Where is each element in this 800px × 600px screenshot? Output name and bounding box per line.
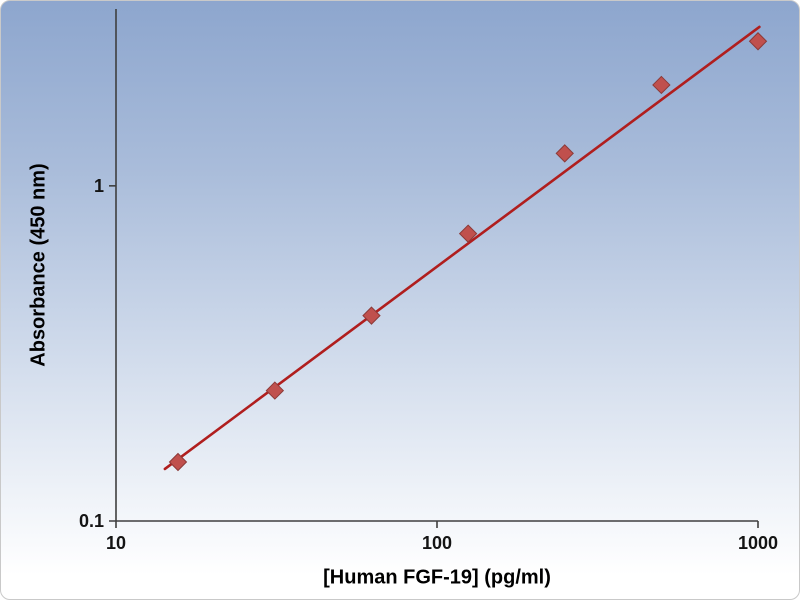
trend-line: [163, 25, 761, 471]
x-tick-label: 1000: [738, 533, 778, 553]
data-point: [362, 306, 381, 325]
data-point: [458, 224, 478, 243]
data-point: [748, 32, 768, 51]
data-point: [555, 144, 574, 163]
x-axis-title: [Human FGF-19] (pg/ml): [323, 566, 551, 589]
y-tick-label: 1: [94, 176, 104, 196]
x-tick-label: 10: [106, 533, 126, 553]
x-tick-label: 100: [422, 533, 452, 553]
data-point: [265, 381, 285, 400]
y-axis-title: Absorbance (450 nm): [27, 163, 50, 367]
y-tick-label: 0.1: [79, 511, 104, 531]
data-point: [652, 75, 671, 95]
data-point: [168, 452, 188, 472]
